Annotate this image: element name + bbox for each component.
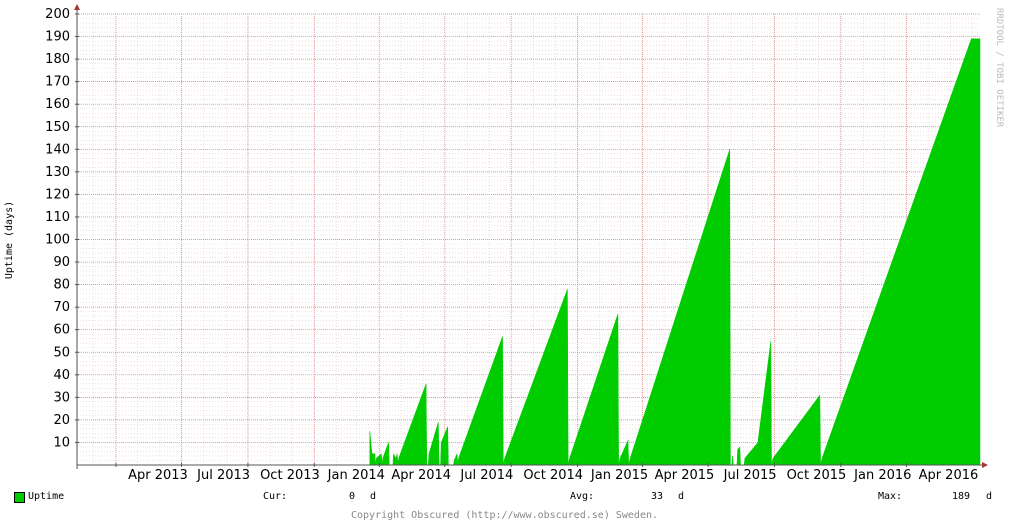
x-tick-label: Apr 2013 — [128, 468, 188, 483]
y-tick-label: 60 — [53, 323, 70, 338]
legend-max-unit: d — [986, 491, 993, 502]
uptime-series — [369, 38, 981, 466]
y-tick-label: 100 — [45, 233, 70, 248]
x-tick-label: Apr 2016 — [919, 468, 979, 483]
y-tick-label: 80 — [53, 278, 70, 293]
y-tick-label: 50 — [53, 345, 70, 360]
rrdtool-watermark: RRDTOOL / TOBI OETIKER — [994, 8, 1004, 128]
x-tick-label: Jan 2015 — [590, 468, 648, 483]
x-tick-label: Oct 2014 — [523, 468, 583, 483]
y-tick-label: 110 — [45, 210, 70, 225]
legend-cur-value: 0 — [349, 491, 356, 502]
legend-avg-label: Avg: — [570, 491, 595, 502]
x-tick-label: Oct 2013 — [260, 468, 320, 483]
x-tick-label: Jul 2013 — [196, 468, 250, 483]
y-tick-label: 90 — [53, 255, 70, 270]
x-tick-label: Jul 2014 — [459, 468, 513, 483]
y-tick-label: 120 — [45, 187, 70, 202]
y-tick-label: 30 — [53, 390, 70, 405]
y-tick-label: 150 — [45, 120, 70, 135]
axes — [74, 4, 988, 469]
x-tick-label: Jul 2015 — [723, 468, 777, 483]
y-tick-label: 140 — [45, 142, 70, 157]
y-tick-label: 40 — [53, 368, 70, 383]
legend-cur-label: Cur: — [263, 491, 288, 502]
x-axis-arrow-icon — [982, 462, 988, 468]
x-tick-label: Jan 2014 — [327, 468, 385, 483]
y-axis-label: Uptime (days) — [4, 201, 15, 279]
y-tick-label: 70 — [53, 300, 70, 315]
y-tick-label: 190 — [45, 30, 70, 45]
legend-cur-unit: d — [370, 491, 377, 502]
legend-max-label: Max: — [878, 491, 903, 502]
y-axis-arrow-icon — [74, 4, 80, 10]
copyright-text: Copyright Obscured (http://www.obscured.… — [350, 510, 659, 521]
y-tick-label: 180 — [45, 52, 70, 67]
x-tick-labels: Apr 2013 Jul 2013 Oct 2013 Jan 2014 Apr 2014… — [128, 468, 978, 483]
y-tick-labels: 10 20 30 40 50 60 70 80 90 100 110 120 130 140 150 160 1… — [45, 7, 70, 450]
y-tick-label: 170 — [45, 75, 70, 90]
series-area-uptime — [369, 38, 981, 466]
x-tick-label: Oct 2015 — [787, 468, 847, 483]
y-tick-label: 10 — [53, 435, 70, 450]
y-tick-label: 160 — [45, 97, 70, 112]
legend-max-value: 189 — [952, 491, 971, 502]
y-tick-label: 200 — [45, 7, 70, 22]
x-tick-label: Apr 2014 — [391, 468, 451, 483]
uptime-legend-swatch — [14, 492, 25, 503]
x-tick-label: Jan 2016 — [853, 468, 911, 483]
y-tick-label: 130 — [45, 165, 70, 180]
legend-series-name: Uptime — [28, 491, 65, 502]
y-tick-label: 20 — [53, 413, 70, 428]
legend-avg-value: 33 — [651, 491, 664, 502]
legend-avg-unit: d — [678, 491, 685, 502]
x-tick-label: Apr 2015 — [655, 468, 715, 483]
